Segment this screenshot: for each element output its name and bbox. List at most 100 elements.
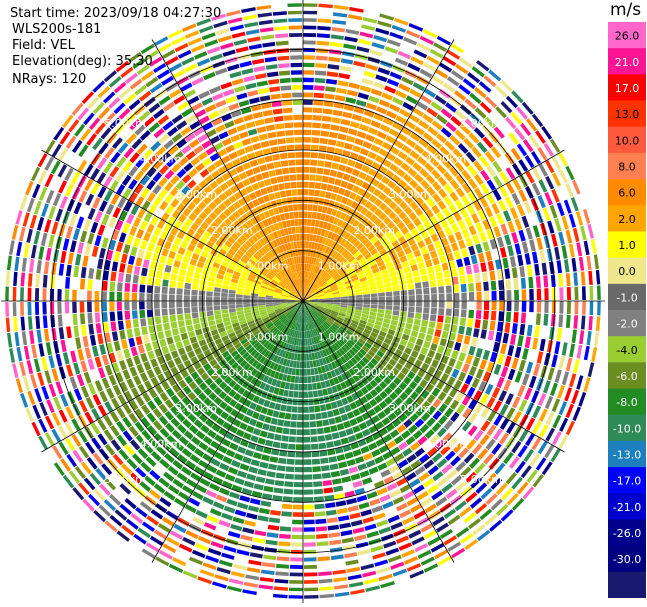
gate-cell <box>325 153 334 161</box>
gate-cell <box>182 536 196 546</box>
gate-cell <box>468 345 476 356</box>
gate-cell <box>402 516 415 526</box>
gate-cell <box>407 355 416 364</box>
gate-cell <box>45 449 57 464</box>
gate-cell <box>169 504 183 514</box>
gate-cell <box>242 341 251 348</box>
gate-cell <box>338 310 347 315</box>
gate-cell <box>219 331 228 338</box>
gate-cell <box>449 135 461 146</box>
gate-cell <box>139 481 151 492</box>
gate-cell <box>398 179 408 189</box>
gate-cell <box>494 462 506 475</box>
gate-cell <box>251 411 260 420</box>
gate-cell <box>170 406 180 416</box>
gate-cell <box>507 368 516 381</box>
gate-cell <box>40 232 48 247</box>
gate-cell <box>309 280 314 288</box>
gate-cell <box>260 312 268 318</box>
gate-cell <box>218 106 230 115</box>
gate-cell <box>304 271 306 279</box>
gate-cell <box>273 18 288 24</box>
gate-cell <box>535 313 541 325</box>
gate-cell <box>516 106 528 120</box>
gate-cell <box>390 561 405 570</box>
gate-cell <box>162 315 169 324</box>
gate-cell <box>291 290 298 297</box>
gate-cell <box>361 345 370 353</box>
gate-cell <box>574 286 579 300</box>
gate-cell <box>475 243 483 254</box>
gate-cell <box>297 315 300 324</box>
gate-cell <box>482 241 490 252</box>
gate-cell <box>333 333 340 340</box>
gate-cell <box>20 272 26 287</box>
gate-cell <box>305 323 308 331</box>
gate-cell <box>108 239 117 251</box>
gate-cell <box>206 464 218 474</box>
gate-cell <box>541 326 548 339</box>
gate-cell <box>155 146 166 157</box>
gate-cell <box>395 115 407 125</box>
gate-cell <box>309 304 317 308</box>
gate-cell <box>374 385 383 394</box>
gate-cell <box>376 312 385 318</box>
gate-cell <box>299 315 302 324</box>
gate-cell <box>187 350 196 359</box>
gate-cell <box>473 328 480 338</box>
gate-cell <box>580 360 587 376</box>
gate-cell <box>66 264 72 277</box>
gate-cell <box>333 392 341 401</box>
gate-cell <box>311 241 316 250</box>
gate-cell <box>109 301 115 312</box>
gate-cell <box>455 429 466 440</box>
gate-cell <box>419 379 428 389</box>
gate-cell <box>245 29 260 36</box>
gate-cell <box>221 137 232 147</box>
gate-cell <box>235 294 243 298</box>
gate-cell <box>257 592 273 598</box>
gate-cell <box>230 232 239 241</box>
gate-cell <box>260 268 268 275</box>
gate-cell <box>440 445 451 456</box>
gate-cell <box>146 309 153 318</box>
gate-cell <box>518 429 529 443</box>
gate-cell <box>356 494 368 503</box>
gate-cell <box>314 219 320 228</box>
gate-cell <box>303 421 310 428</box>
gate-cell <box>311 313 317 320</box>
gate-cell <box>322 388 329 396</box>
gate-cell <box>339 289 347 293</box>
gate-cell <box>529 288 534 301</box>
gate-cell <box>149 83 163 94</box>
gate-cell <box>320 228 326 237</box>
gate-cell <box>183 89 196 99</box>
gate-cell <box>373 404 382 414</box>
gate-cell <box>432 181 442 192</box>
gate-cell <box>498 199 507 212</box>
gate-cell <box>373 113 385 122</box>
gate-cell <box>36 260 42 274</box>
gate-cell <box>499 403 509 416</box>
gate-cell <box>217 35 232 43</box>
gate-cell <box>213 292 221 297</box>
gate-cell <box>292 512 303 517</box>
gate-cell <box>485 250 493 262</box>
gate-cell <box>228 297 236 301</box>
gate-cell <box>505 311 512 322</box>
gate-cell <box>401 549 415 558</box>
gate-cell <box>355 99 367 107</box>
gate-cell <box>298 391 303 398</box>
gate-cell <box>480 262 487 272</box>
gate-cell <box>200 529 214 538</box>
gate-cell <box>303 129 312 136</box>
gate-cell <box>360 207 369 216</box>
gate-cell <box>370 346 379 354</box>
gate-cell <box>454 129 466 141</box>
gate-cell <box>258 301 266 304</box>
gate-cell <box>178 436 189 446</box>
gate-cell <box>392 568 407 577</box>
gate-cell <box>355 303 363 307</box>
gate-cell <box>163 240 172 250</box>
gate-cell <box>399 338 408 347</box>
